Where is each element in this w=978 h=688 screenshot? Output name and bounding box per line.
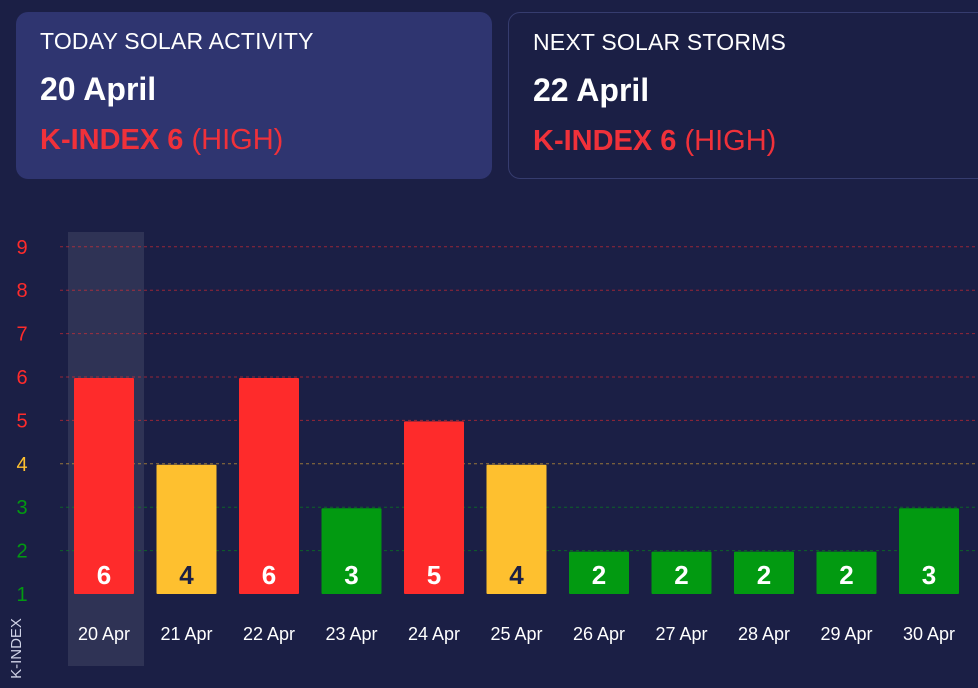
bar — [651, 551, 712, 594]
y-tick-label: 9 — [16, 237, 27, 259]
bar — [74, 378, 134, 594]
y-tick-label: 1 — [16, 584, 27, 606]
today-k-index: K-INDEX 6 (HIGH) — [40, 124, 468, 157]
x-tick-label: 20 Apr — [78, 624, 130, 644]
bar-value-label: 2 — [839, 560, 853, 590]
bar — [156, 464, 217, 594]
bar-value-label: 5 — [427, 560, 441, 590]
today-card-date: 20 April — [40, 71, 157, 107]
today-k-index-level: (HIGH) — [191, 124, 284, 156]
y-tick-label: 2 — [16, 541, 27, 563]
y-tick-label: 3 — [16, 497, 27, 519]
bar-value-label: 4 — [509, 560, 524, 590]
next-k-index-level: (HIGH) — [684, 125, 777, 157]
bar — [239, 378, 299, 594]
bar — [899, 508, 959, 594]
bar-value-label: 3 — [922, 560, 936, 590]
bar — [321, 508, 382, 594]
x-tick-label: 27 Apr — [655, 624, 707, 644]
y-tick-label: 7 — [16, 324, 27, 346]
x-tick-label: 26 Apr — [573, 624, 625, 644]
bar-value-label: 4 — [179, 560, 194, 590]
next-k-index-value: K-INDEX 6 — [533, 125, 677, 157]
y-axis-title: K-INDEX — [7, 618, 25, 679]
x-tick-label: 22 Apr — [243, 624, 295, 644]
bar-value-label: 6 — [262, 560, 276, 590]
x-tick-label: 23 Apr — [325, 624, 377, 644]
bar — [734, 551, 794, 594]
x-tick-label: 29 Apr — [820, 624, 872, 644]
x-tick-label: 30 Apr — [903, 624, 955, 644]
today-k-index-value: K-INDEX 6 — [40, 124, 184, 156]
bar-value-label: 6 — [97, 560, 111, 590]
y-tick-label: 6 — [16, 367, 27, 389]
x-tick-label: 21 Apr — [160, 624, 212, 644]
bar — [816, 551, 877, 594]
next-storms-card: NEXT SOLAR STORMS 22 April K-INDEX 6 (HI… — [508, 12, 978, 179]
bar — [569, 551, 629, 594]
y-tick-label: 4 — [16, 454, 27, 476]
next-k-index: K-INDEX 6 (HIGH) — [533, 125, 973, 158]
bar — [404, 421, 464, 594]
bar-value-label: 2 — [757, 560, 771, 590]
bar-value-label: 2 — [592, 560, 606, 590]
x-tick-label: 24 Apr — [408, 624, 460, 644]
next-card-title: NEXT SOLAR STORMS — [533, 29, 787, 55]
today-card-title: TODAY SOLAR ACTIVITY — [40, 28, 314, 54]
x-tick-label: 28 Apr — [738, 624, 790, 644]
bar-value-label: 3 — [344, 560, 358, 590]
next-card-date: 22 April — [533, 72, 650, 108]
bar-value-label: 2 — [674, 560, 688, 590]
bar — [486, 464, 547, 594]
x-tick-label: 25 Apr — [490, 624, 542, 644]
today-activity-card: TODAY SOLAR ACTIVITY 20 April K-INDEX 6 … — [16, 12, 492, 179]
y-tick-label: 5 — [16, 410, 27, 432]
y-tick-label: 8 — [16, 280, 27, 302]
